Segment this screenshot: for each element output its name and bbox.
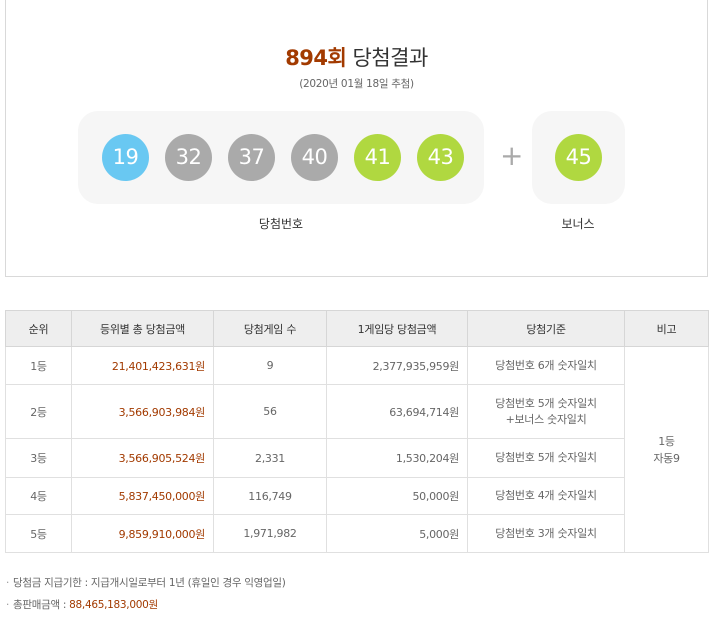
header-prize-per-game: 1게임당 당첨금액	[326, 310, 468, 347]
table-header-row: 순위 등위별 총 당첨금액 당첨게임 수 1게임당 당첨금액 당첨기준 비고	[5, 310, 709, 347]
table-row: 1등 21,401,423,631원 9 2,377,935,959원 당첨번호…	[5, 346, 709, 553]
rank-cell: 1등	[5, 346, 72, 385]
note-line: 1등	[658, 434, 675, 448]
prize-per-game-cell: 2,377,935,959원	[326, 346, 468, 385]
table-row: 3등 3,566,905,524원 2,331 1,530,204원 당첨번호 …	[5, 438, 709, 478]
round-number: 894회	[285, 46, 347, 70]
payment-deadline-note: · 당첨금 지급기한 : 지급개시일로부터 1년 (휴일인 경우 익영업일)	[6, 575, 286, 590]
criteria-cell: 당첨번호 3개 숫자일치	[467, 514, 625, 553]
note-cell: 1등 자동9	[624, 346, 709, 553]
winning-ball-5: 41	[354, 134, 401, 181]
criteria-line: 당첨번호 5개 숫자일치	[495, 451, 597, 464]
bonus-label: 보너스	[561, 217, 595, 231]
criteria-line: 당첨번호 6개 숫자일치	[495, 358, 597, 372]
winning-numbers-panel: 19 32 37 40 41 43	[78, 111, 484, 204]
bonus-number-panel: 45	[532, 111, 625, 204]
table-row: 2등 3,566,903,984원 56 63,694,714원 당첨번호 5개…	[5, 384, 709, 439]
draw-date: (2020년 01월 18일 추첨)	[299, 78, 414, 90]
table-row: 5등 9,859,910,000원 1,971,982 5,000원 당첨번호 …	[5, 514, 709, 553]
criteria-cell: 당첨번호 5개 숫자일치 +보너스 숫자일치	[467, 384, 625, 439]
winning-games-cell: 9	[213, 346, 327, 385]
bonus-ball: 45	[555, 134, 602, 181]
rank-cell: 4등	[5, 477, 72, 515]
header-total-prize: 등위별 총 당첨금액	[71, 310, 214, 347]
total-prize-cell: 21,401,423,631원	[71, 346, 214, 385]
payment-deadline-text: 당첨금 지급기한 : 지급개시일로부터 1년 (휴일인 경우 익영업일)	[13, 577, 286, 589]
winning-ball-2: 32	[165, 134, 212, 181]
prize-per-game-cell: 63,694,714원	[326, 384, 468, 439]
rank-cell: 3등	[5, 438, 72, 478]
prize-per-game-cell: 50,000원	[326, 477, 468, 515]
total-sales-value: 88,465,183,000원	[69, 599, 158, 611]
criteria-cell: 당첨번호 4개 숫자일치	[467, 477, 625, 515]
winning-numbers-label: 당첨번호	[258, 217, 304, 231]
criteria-line: 당첨번호 5개 숫자일치	[495, 396, 597, 410]
table-row: 4등 5,837,450,000원 116,749 50,000원 당첨번호 4…	[5, 477, 709, 515]
result-title-text: 당첨결과	[352, 46, 429, 70]
total-prize-cell: 3,566,903,984원	[71, 384, 214, 439]
winning-ball-3: 37	[228, 134, 275, 181]
total-sales-label: 총판매금액 :	[13, 599, 70, 611]
prize-table: 순위 등위별 총 당첨금액 당첨게임 수 1게임당 당첨금액 당첨기준 비고 1…	[5, 310, 709, 553]
header-criteria: 당첨기준	[467, 310, 625, 347]
winning-games-cell: 1,971,982	[213, 514, 327, 553]
rank-cell: 2등	[5, 384, 72, 439]
criteria-line: 당첨번호 4개 숫자일치	[495, 489, 597, 502]
criteria-cell: 당첨번호 6개 숫자일치	[467, 346, 625, 385]
note-line: 자동9	[653, 451, 680, 465]
prize-per-game-cell: 5,000원	[326, 514, 468, 553]
winning-games-cell: 2,331	[213, 438, 327, 478]
bullet-icon: ·	[6, 599, 10, 611]
criteria-cell: 당첨번호 5개 숫자일치	[467, 438, 625, 478]
total-prize-cell: 3,566,905,524원	[71, 438, 214, 478]
prize-per-game-cell: 1,530,204원	[326, 438, 468, 478]
rank-cell: 5등	[5, 514, 72, 553]
total-sales-note: · 총판매금액 : 88,465,183,000원	[6, 597, 158, 612]
header-rank: 순위	[5, 310, 72, 347]
winning-ball-6: 43	[417, 134, 464, 181]
criteria-line: +보너스 숫자일치	[505, 412, 587, 426]
criteria-line: 당첨번호 3개 숫자일치	[495, 526, 597, 540]
bullet-icon: ·	[6, 577, 10, 589]
total-prize-cell: 5,837,450,000원	[71, 477, 214, 515]
winning-ball-1: 19	[102, 134, 149, 181]
header-note: 비고	[624, 310, 709, 347]
result-title: 894회 당첨결과	[6, 42, 707, 72]
winning-games-cell: 56	[213, 384, 327, 439]
total-prize-cell: 9,859,910,000원	[71, 514, 214, 553]
header-winning-games: 당첨게임 수	[213, 310, 327, 347]
plus-icon: +	[500, 139, 524, 172]
winning-games-cell: 116,749	[213, 477, 327, 515]
winning-ball-4: 40	[291, 134, 338, 181]
